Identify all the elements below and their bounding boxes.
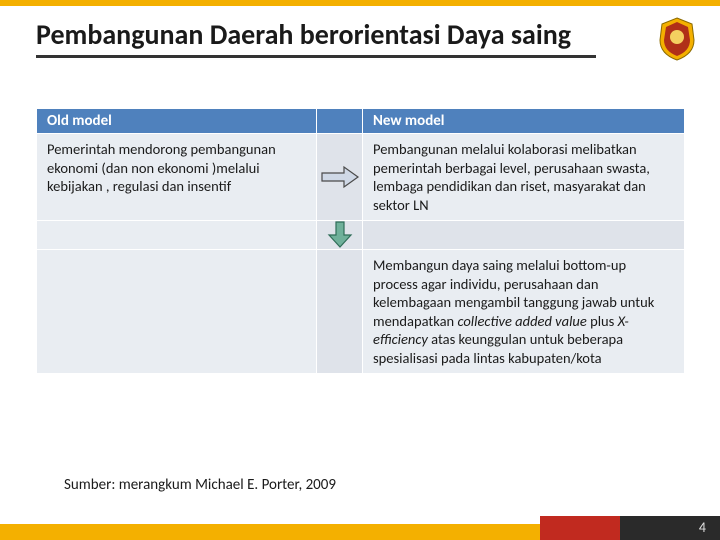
top-accent-bar: [0, 0, 720, 6]
footer-yellow: [0, 524, 540, 540]
old-model-text: Pemerintah mendorong pembangunan ekonomi…: [37, 134, 317, 221]
page-title: Pembangunan Daerah berorientasi Daya sai…: [36, 20, 596, 58]
arrow-right-icon: [317, 165, 362, 189]
footer-red: [540, 516, 620, 540]
header-new-model: New model: [363, 109, 685, 134]
table-row: Pemerintah mendorong pembangunan ekonomi…: [37, 134, 685, 221]
comparison-table: Old model New model Pemerintah mendorong…: [36, 108, 684, 374]
spacer-cell: [363, 221, 685, 250]
new-model-text-1: Pembangunan melalui kolaborasi melibatka…: [363, 134, 685, 221]
arrow-cell-down: [317, 221, 363, 250]
text-part: plus: [587, 312, 618, 330]
header-spacer: [317, 109, 363, 134]
university-logo: [654, 16, 700, 62]
source-citation: Sumber: merangkum Michael E. Porter, 200…: [64, 476, 336, 494]
empty-mid-cell: [317, 250, 363, 374]
table-row: [37, 221, 685, 250]
arrow-down-icon: [317, 221, 362, 249]
table-header-row: Old model New model: [37, 109, 685, 134]
header-old-model: Old model: [37, 109, 317, 134]
new-model-text-2: Membangun daya saing melalui bottom-up p…: [363, 250, 685, 374]
page-number: 4: [699, 519, 706, 536]
table-row: Membangun daya saing melalui bottom-up p…: [37, 250, 685, 374]
text-italic: collective added value: [457, 312, 586, 330]
arrow-cell-right: [317, 134, 363, 221]
empty-cell: [37, 221, 317, 250]
empty-cell: [37, 250, 317, 374]
footer-bar: 4: [0, 516, 720, 540]
